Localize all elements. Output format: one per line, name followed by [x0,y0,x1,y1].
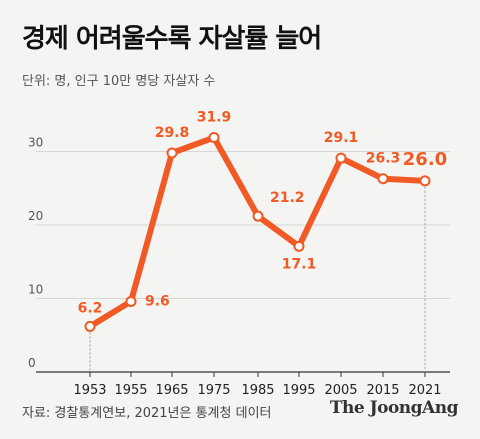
data-point [84,320,96,332]
x-tick-label: 2015 [366,383,399,398]
x-tick-label: 1985 [241,383,274,398]
x-tick-label: 1965 [155,383,188,398]
x-tick-label: 1955 [114,383,147,398]
data-point [166,147,178,159]
chart-title: 경제 어려울수록 자살률 늘어 [22,24,322,54]
x-tick-label: 2021 [408,383,441,398]
data-label: 21.2 [270,190,305,206]
x-tick-label: 1975 [197,383,230,398]
chart-subtitle: 단위: 명, 인구 10만 명당 자살자 수 [22,74,216,89]
data-label: 9.6 [145,293,170,309]
data-point [419,175,431,187]
data-label: 6.2 [78,300,103,316]
data-point [125,295,137,307]
data-point [377,173,389,185]
data-point [208,132,220,144]
data-label: 29.8 [155,125,190,141]
data-point [335,152,347,164]
y-tick-label: 30 [28,136,43,150]
data-label: 26.0 [403,149,447,170]
x-tick-label: 1953 [73,383,106,398]
data-label: 31.9 [197,110,232,126]
data-label: 17.1 [282,256,317,272]
data-point [293,240,305,252]
data-label: 26.3 [366,151,401,167]
x-tick-label: 1995 [282,383,315,398]
y-tick-label: 20 [28,209,43,223]
y-tick-label: 0 [28,356,36,370]
x-tick-label: 2005 [324,383,357,398]
data-point [252,210,264,222]
brand-logo: The JoongAng [329,398,459,418]
source-note: 자료: 경찰통계연보, 2021년은 통계청 데이터 [22,406,272,421]
y-tick-label: 10 [28,283,43,297]
data-label: 29.1 [324,130,359,146]
